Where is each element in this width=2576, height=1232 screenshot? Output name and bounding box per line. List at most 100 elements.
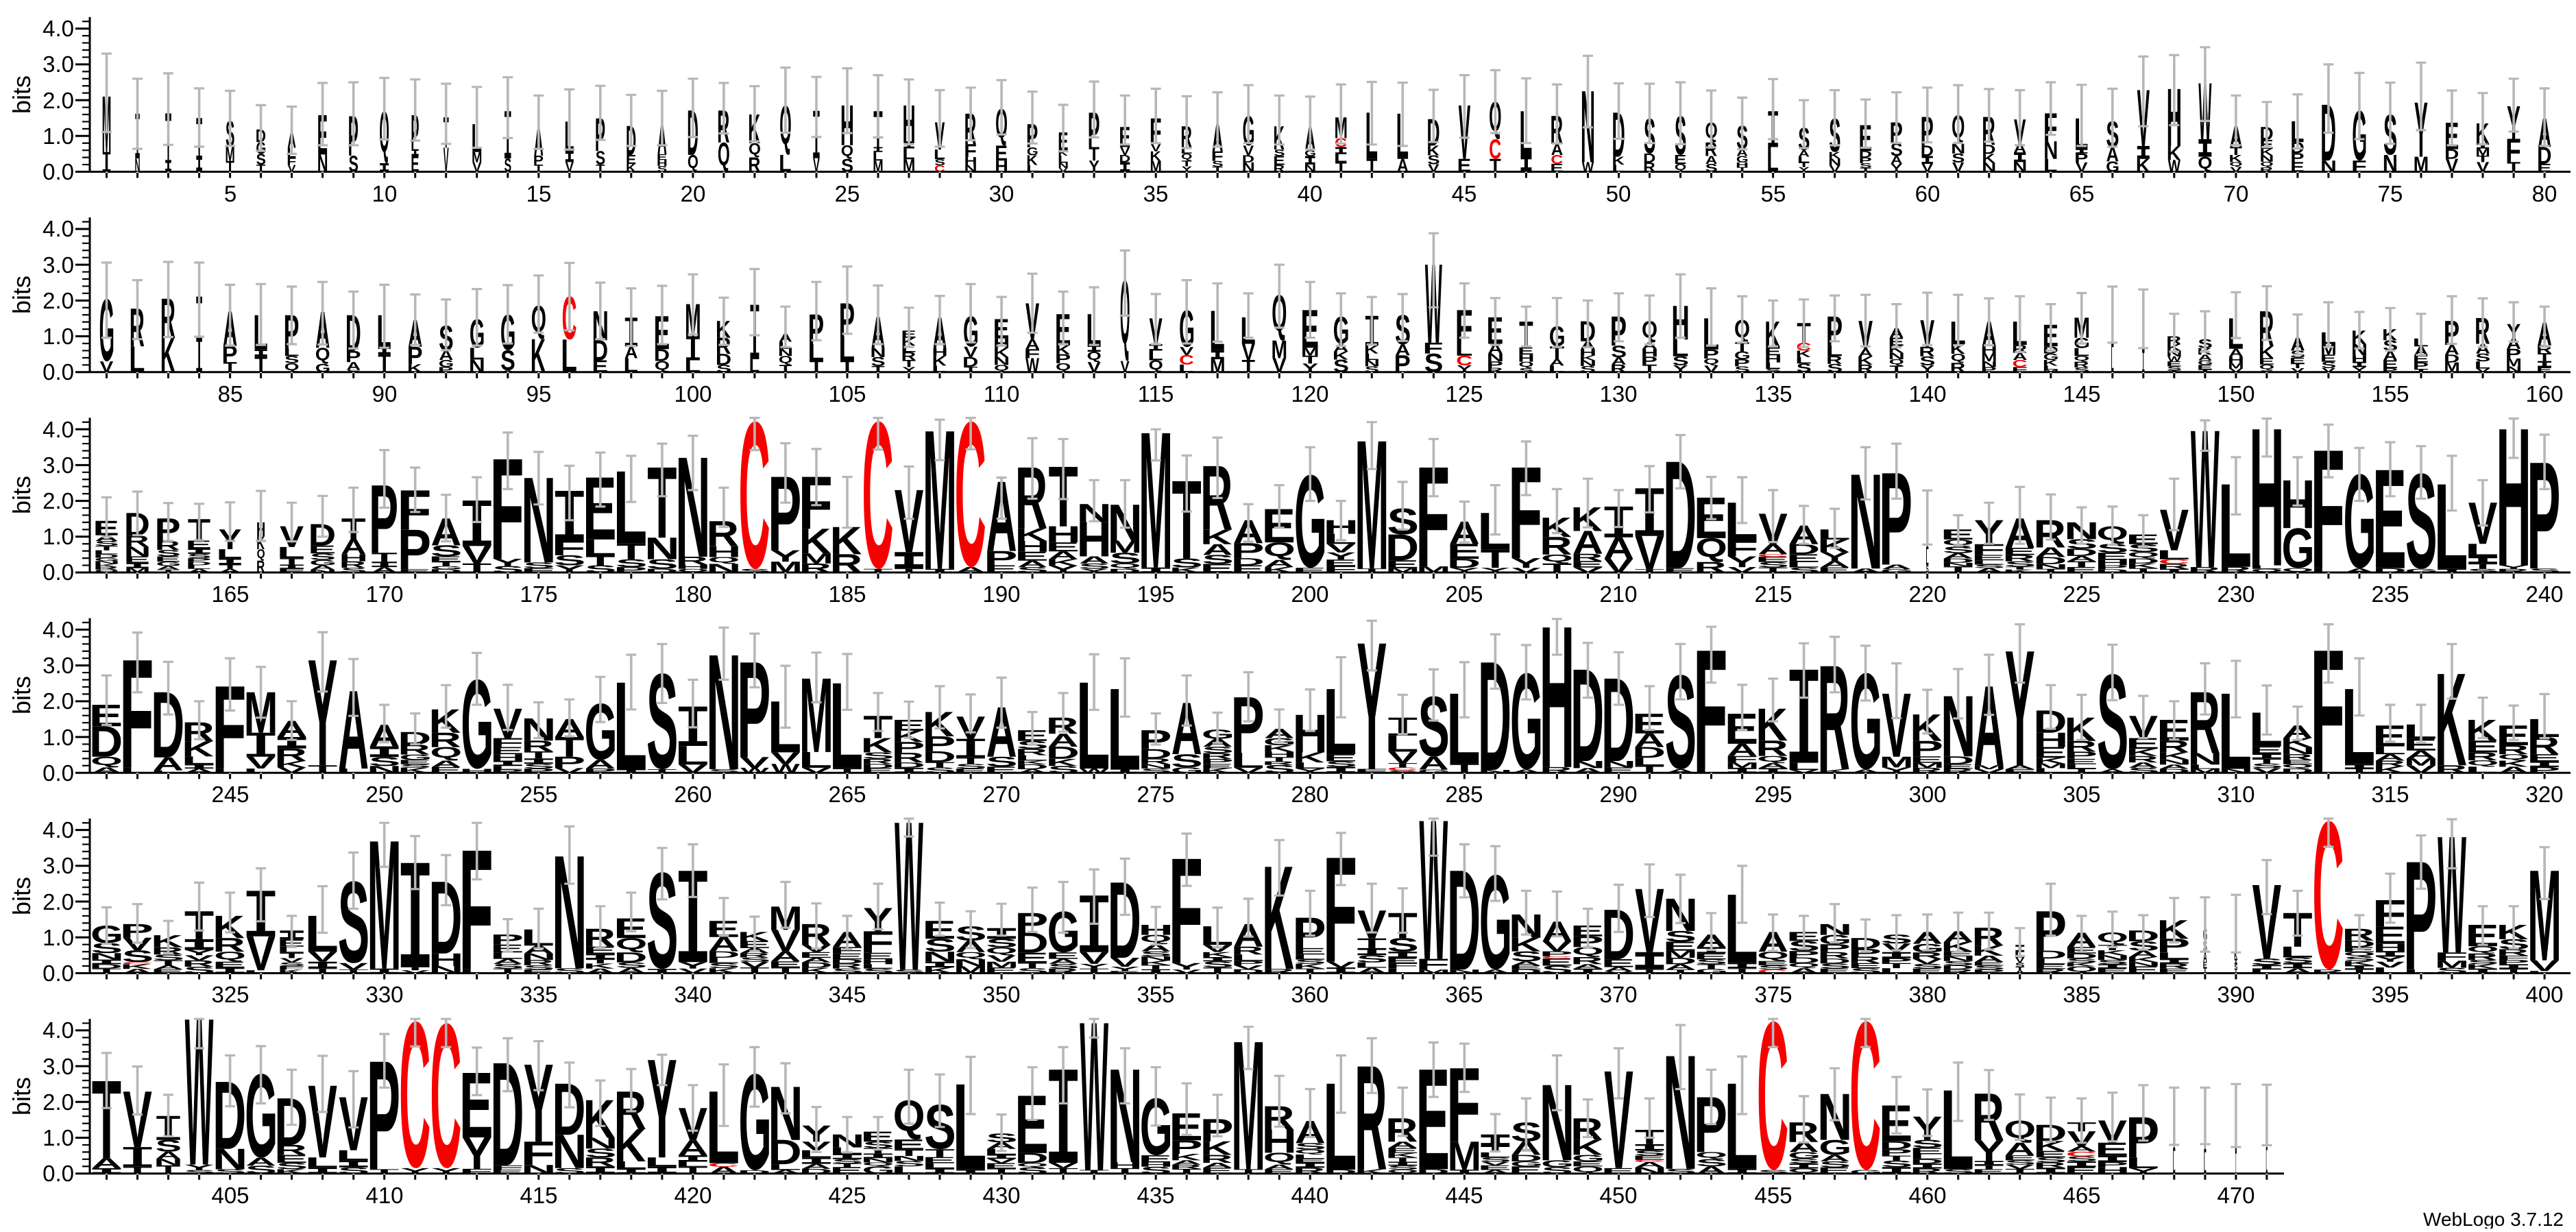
- svg-text:4.0: 4.0: [42, 216, 74, 241]
- svg-text:2.0: 2.0: [42, 1089, 74, 1115]
- svg-text:4.0: 4.0: [42, 417, 74, 442]
- svg-text:bits: bits: [8, 877, 36, 915]
- svg-text:3.0: 3.0: [42, 51, 74, 77]
- svg-text:335: 335: [520, 982, 557, 1007]
- svg-text:255: 255: [520, 782, 557, 807]
- svg-text:250: 250: [365, 782, 403, 807]
- svg-text:470: 470: [2217, 1183, 2255, 1208]
- svg-text:305: 305: [2063, 782, 2100, 807]
- svg-text:3.0: 3.0: [42, 452, 74, 478]
- svg-text:85: 85: [218, 381, 243, 407]
- svg-text:380: 380: [1908, 982, 1946, 1007]
- svg-text:220: 220: [1908, 581, 1946, 607]
- svg-text:4.0: 4.0: [42, 617, 74, 642]
- svg-text:345: 345: [828, 982, 866, 1007]
- svg-text:410: 410: [365, 1183, 403, 1208]
- svg-text:65: 65: [2069, 181, 2095, 206]
- svg-text:30: 30: [989, 181, 1014, 206]
- svg-text:435: 435: [1137, 1183, 1174, 1208]
- svg-text:4.0: 4.0: [42, 16, 74, 41]
- svg-text:230: 230: [2217, 581, 2255, 607]
- svg-text:415: 415: [520, 1183, 557, 1208]
- svg-text:bits: bits: [8, 476, 36, 514]
- svg-text:1.0: 1.0: [42, 725, 74, 750]
- svg-text:170: 170: [365, 581, 403, 607]
- svg-text:0.0: 0.0: [42, 760, 74, 786]
- svg-text:390: 390: [2217, 982, 2255, 1007]
- svg-text:275: 275: [1137, 782, 1174, 807]
- svg-text:300: 300: [1908, 782, 1946, 807]
- svg-text:140: 140: [1908, 381, 1946, 407]
- svg-text:430: 430: [982, 1183, 1020, 1208]
- svg-text:270: 270: [982, 782, 1020, 807]
- svg-text:245: 245: [211, 782, 249, 807]
- svg-text:40: 40: [1298, 181, 1323, 206]
- svg-text:385: 385: [2063, 982, 2100, 1007]
- svg-text:3.0: 3.0: [42, 1054, 74, 1079]
- svg-text:130: 130: [1599, 381, 1637, 407]
- svg-text:285: 285: [1445, 782, 1483, 807]
- svg-text:180: 180: [674, 581, 712, 607]
- svg-text:445: 445: [1445, 1183, 1483, 1208]
- svg-text:450: 450: [1599, 1183, 1637, 1208]
- svg-text:290: 290: [1599, 782, 1637, 807]
- svg-text:205: 205: [1445, 581, 1483, 607]
- svg-text:4.0: 4.0: [42, 1017, 74, 1043]
- svg-text:70: 70: [2224, 181, 2249, 206]
- svg-text:295: 295: [1754, 782, 1792, 807]
- svg-text:2.0: 2.0: [42, 889, 74, 915]
- svg-text:405: 405: [211, 1183, 249, 1208]
- svg-text:185: 185: [828, 581, 866, 607]
- svg-text:80: 80: [2532, 181, 2557, 206]
- svg-text:455: 455: [1754, 1183, 1792, 1208]
- svg-text:bits: bits: [8, 1077, 36, 1115]
- svg-text:135: 135: [1754, 381, 1792, 407]
- svg-text:240: 240: [2525, 581, 2563, 607]
- svg-text:1.0: 1.0: [42, 324, 74, 349]
- svg-text:350: 350: [982, 982, 1020, 1007]
- svg-text:425: 425: [828, 1183, 866, 1208]
- svg-text:15: 15: [526, 181, 552, 206]
- svg-text:340: 340: [674, 982, 712, 1007]
- svg-text:75: 75: [2378, 181, 2403, 206]
- svg-text:420: 420: [674, 1183, 712, 1208]
- svg-text:310: 310: [2217, 782, 2255, 807]
- svg-text:45: 45: [1452, 181, 1477, 206]
- svg-text:325: 325: [211, 982, 249, 1007]
- svg-text:160: 160: [2525, 381, 2563, 407]
- svg-text:90: 90: [372, 381, 398, 407]
- svg-text:355: 355: [1137, 982, 1174, 1007]
- svg-text:4.0: 4.0: [42, 817, 74, 843]
- svg-text:35: 35: [1143, 181, 1169, 206]
- svg-text:2.0: 2.0: [42, 488, 74, 514]
- svg-text:200: 200: [1291, 581, 1328, 607]
- svg-text:265: 265: [828, 782, 866, 807]
- svg-text:395: 395: [2371, 982, 2409, 1007]
- svg-text:440: 440: [1291, 1183, 1328, 1208]
- svg-text:100: 100: [674, 381, 712, 407]
- svg-text:bits: bits: [8, 276, 36, 314]
- svg-text:150: 150: [2217, 381, 2255, 407]
- svg-text:3.0: 3.0: [42, 853, 74, 878]
- svg-text:110: 110: [984, 381, 1020, 407]
- svg-text:370: 370: [1599, 982, 1637, 1007]
- svg-text:235: 235: [2371, 581, 2409, 607]
- svg-text:330: 330: [365, 982, 403, 1007]
- svg-text:465: 465: [2063, 1183, 2100, 1208]
- svg-text:2.0: 2.0: [42, 288, 74, 313]
- svg-text:195: 195: [1137, 581, 1174, 607]
- svg-text:10: 10: [372, 181, 398, 206]
- svg-text:0.0: 0.0: [42, 159, 74, 184]
- svg-text:3.0: 3.0: [42, 252, 74, 278]
- svg-text:3.0: 3.0: [42, 653, 74, 678]
- svg-text:1.0: 1.0: [42, 925, 74, 950]
- svg-text:360: 360: [1291, 982, 1328, 1007]
- svg-text:125: 125: [1445, 381, 1483, 407]
- svg-text:400: 400: [2525, 982, 2563, 1007]
- svg-text:2.0: 2.0: [42, 688, 74, 714]
- svg-text:1.0: 1.0: [42, 524, 74, 549]
- svg-text:0.0: 0.0: [42, 1161, 74, 1186]
- svg-text:190: 190: [982, 581, 1020, 607]
- svg-text:bits: bits: [8, 676, 36, 714]
- svg-text:1.0: 1.0: [42, 1125, 74, 1150]
